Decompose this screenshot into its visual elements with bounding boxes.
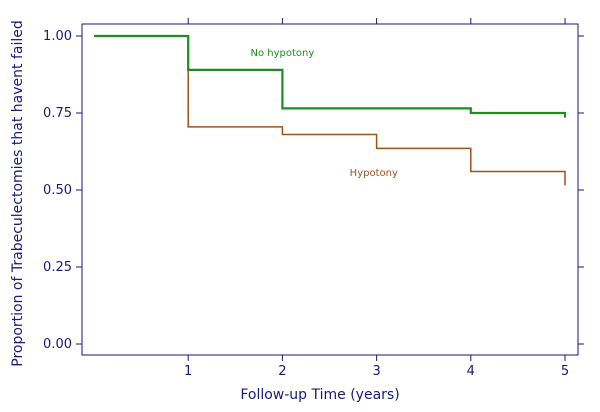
axes: 0.00 0.25 0.50 0.75 1.00 1 2 3 4 5	[43, 18, 584, 379]
y-axis-title: Proportion of Trabeculectomies that have…	[10, 20, 26, 367]
x-tick-label: 2	[278, 364, 286, 379]
x-tick-label: 1	[184, 364, 192, 379]
x-tick-label: 3	[372, 364, 380, 379]
series-label-no-hypotony: No hypotony	[251, 48, 315, 59]
y-tick-label: 1.00	[43, 29, 72, 44]
series-line-hypotony	[94, 35, 566, 186]
x-tick-label: 5	[561, 364, 569, 379]
y-tick-label: 0.00	[43, 337, 72, 352]
series-line-no-hypotony	[94, 34, 567, 118]
y-tick-label: 0.50	[43, 183, 72, 198]
plot-frame	[81, 23, 579, 356]
series-label-hypotony: Hypotony	[350, 168, 398, 179]
y-tick-label: 0.75	[43, 106, 72, 121]
series-group	[94, 34, 567, 186]
x-axis-title: Follow-up Time (years)	[240, 387, 399, 403]
y-tick-label: 0.25	[43, 260, 72, 275]
labels-group: No hypotony Hypotony	[251, 48, 398, 179]
x-tick-label: 4	[467, 364, 475, 379]
